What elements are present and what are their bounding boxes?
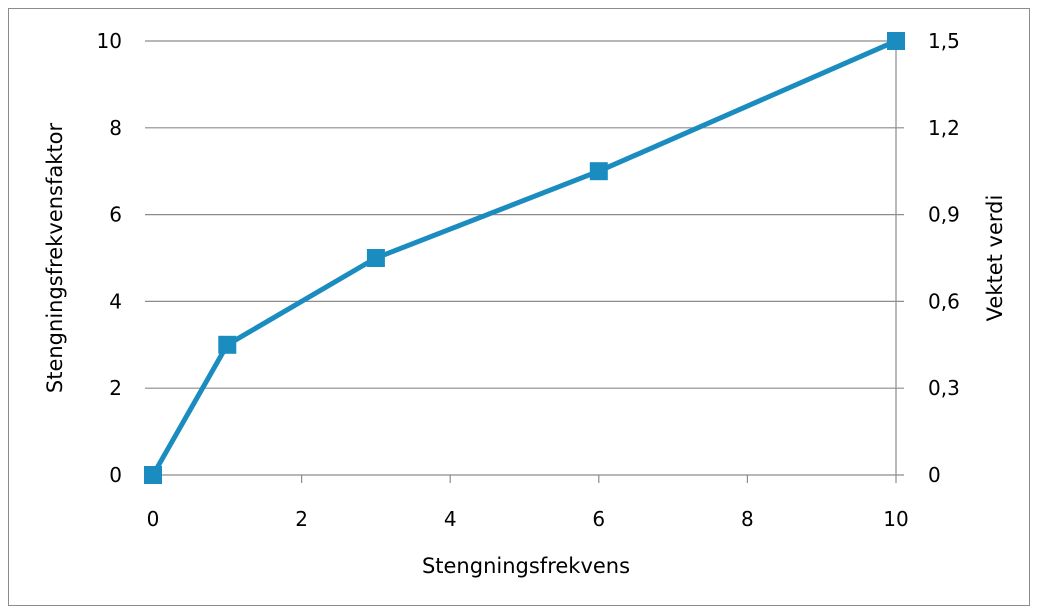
x-axis-title: Stengningsfrekvens [422,554,630,578]
y-axis-title: Stengningsfrekvensfaktor [43,123,67,394]
y2-axis-title: Vektet verdi [983,195,1007,322]
y2-tick-label: 0,9 [928,203,960,227]
y-tick-label: 2 [109,376,122,400]
y2-tick-label: 1,2 [928,116,960,140]
y-tick-label: 0 [109,463,122,487]
x-tick-label: 2 [295,507,308,531]
y-tick-label: 6 [109,203,122,227]
data-point-marker [218,335,237,354]
data-point-marker [366,249,385,267]
chart-frame [8,8,1030,606]
x-tick-label: 8 [741,507,754,531]
x-tick-label: 4 [444,507,457,531]
data-point-marker [887,32,905,50]
y-tick-label: 10 [97,29,122,53]
x-tick-label: 0 [147,507,160,531]
y2-tick-label: 0,3 [928,376,960,400]
series-line [150,38,898,477]
x-tick-label: 10 [883,507,908,531]
data-point-marker [589,162,608,181]
y2-tick-label: 0 [928,463,941,487]
data-point-marker [144,466,162,484]
y-tick-label: 8 [109,116,122,140]
y2-tick-label: 1,5 [928,29,960,53]
y-tick-label: 4 [109,289,122,313]
y2-tick-label: 0,6 [928,289,960,313]
x-tick-label: 6 [592,507,605,531]
